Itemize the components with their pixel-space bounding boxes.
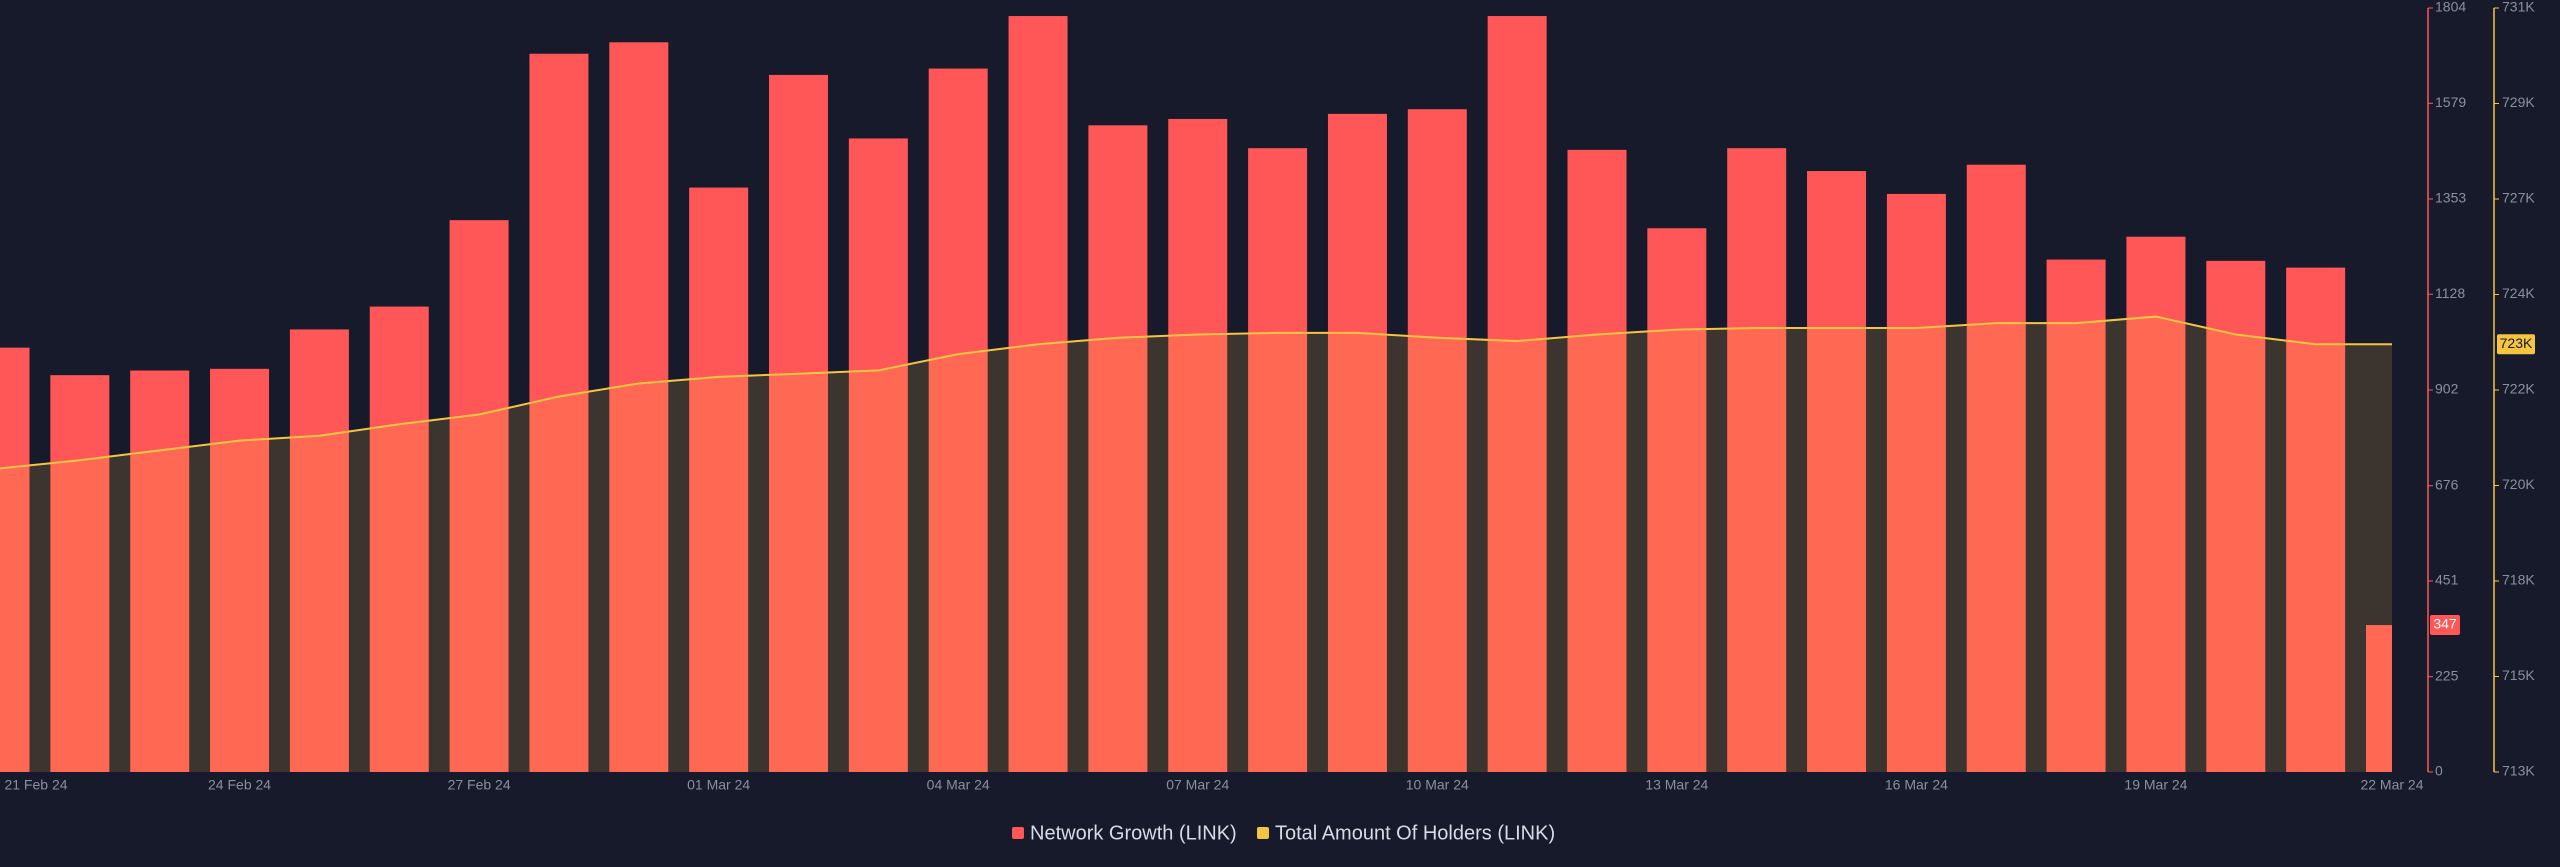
y2-tick-label: 722K [2502,381,2535,397]
x-tick-label: 27 Feb 24 [448,777,511,793]
bar [289,329,349,772]
bar [1807,171,1867,772]
x-tick-label: 21 Feb 24 [4,777,67,793]
value-label: 723K [2500,335,2533,351]
bar [1248,148,1308,772]
y2-tick-label: 718K [2502,572,2535,588]
bar [0,347,30,772]
plot-area [0,16,2392,772]
value-label: 347 [2433,616,2457,632]
bar [848,138,908,772]
bar [689,187,749,772]
bar [609,42,669,772]
y2-tick-label: 729K [2502,94,2535,110]
x-tick-label: 07 Mar 24 [1166,777,1229,793]
bar [1088,125,1148,772]
bar [1886,193,1946,772]
bar [928,68,988,772]
y-tick-label: 1804 [2435,0,2466,15]
y-tick-label: 1128 [2435,285,2465,301]
y2-tick-label: 720K [2502,476,2535,492]
bar [1008,16,1068,772]
x-tick-label: 04 Mar 24 [927,777,990,793]
legend-swatch [1257,827,1269,839]
x-tick-label: 10 Mar 24 [1406,777,1469,793]
bar [1727,148,1787,772]
x-tick-label: 19 Mar 24 [2124,777,2187,793]
bar [369,306,429,772]
bar [2126,236,2186,772]
y2-tick-label: 727K [2502,190,2535,206]
x-tick-label: 16 Mar 24 [1885,777,1948,793]
value-badge [2430,615,2460,636]
bar [1567,149,1627,772]
bar [2286,267,2346,772]
y-tick-label: 902 [2435,381,2459,397]
y-tick-label: 451 [2435,572,2459,588]
area [0,316,2392,772]
y2-tick-label: 731K [2502,0,2535,15]
value-badge [2497,334,2535,355]
y-tick-label: 225 [2435,667,2459,683]
y-tick-label: 1579 [2435,94,2466,110]
y2-tick-label: 713K [2502,763,2535,779]
legend-label: Network Growth (LINK) [1030,822,1237,844]
legend-label: Total Amount Of Holders (LINK) [1275,822,1555,844]
bar [1966,164,2026,772]
bar [1168,118,1228,772]
y-tick-label: 676 [2435,476,2459,492]
bar [449,220,509,772]
bar [2366,625,2392,772]
x-tick-label: 24 Feb 24 [208,777,271,793]
bar [769,74,828,772]
y-tick-label: 1353 [2435,190,2466,206]
y-tick-label: 0 [2435,763,2443,779]
bar [2046,259,2106,772]
y2-tick-label: 715K [2502,667,2535,683]
bar [2206,260,2266,772]
y2-tick-label: 724K [2502,285,2535,301]
bar [130,370,190,772]
line [0,315,2392,470]
bar [1647,228,1707,772]
x-tick-label: 01 Mar 24 [687,777,750,793]
x-tick-label: 22 Mar 24 [2360,777,2423,793]
bar [529,53,589,772]
bar [50,375,110,772]
bar [1487,16,1547,772]
bar [210,368,270,772]
bar [1407,109,1467,772]
legend-swatch [1012,827,1024,839]
bar [1327,113,1387,772]
x-tick-label: 13 Mar 24 [1645,777,1708,793]
